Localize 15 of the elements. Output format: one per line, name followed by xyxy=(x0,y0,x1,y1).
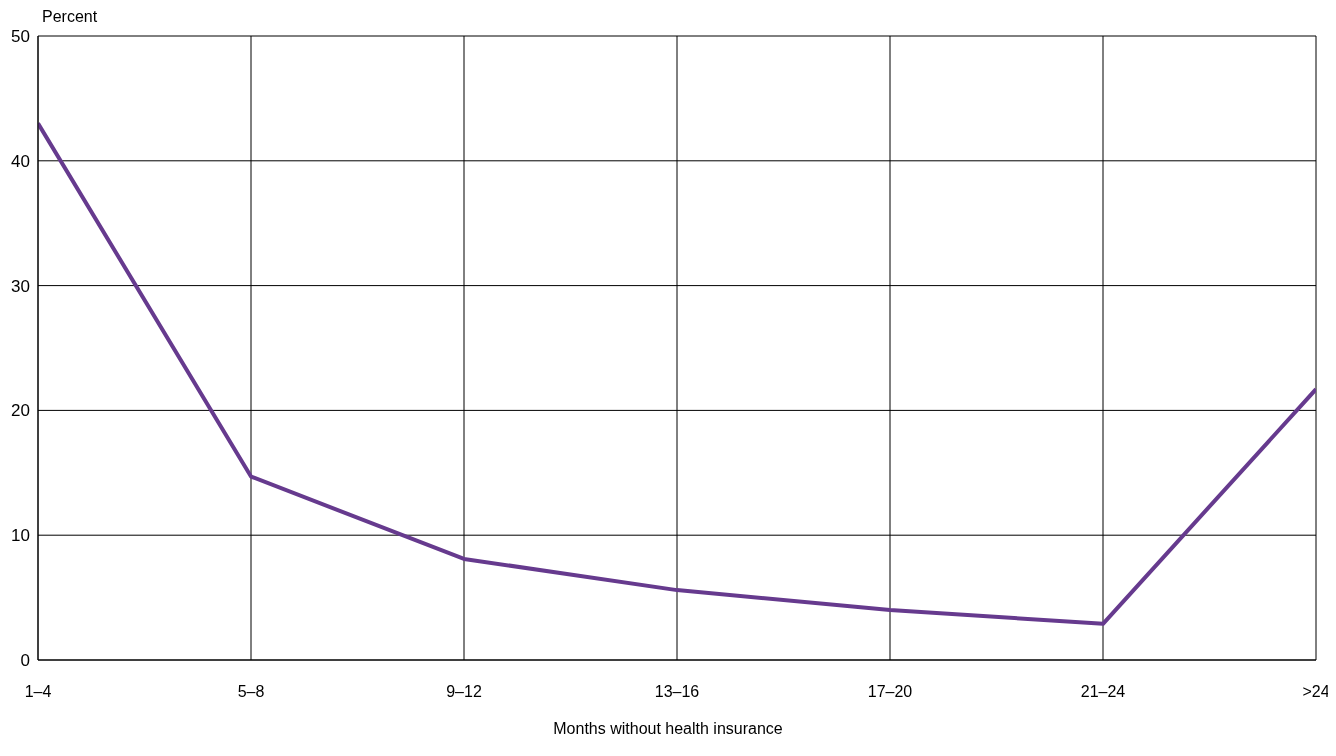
y-tick-label: 10 xyxy=(11,526,30,546)
x-axis-title: Months without health insurance xyxy=(552,720,784,738)
y-tick-label: 50 xyxy=(11,27,30,47)
x-tick-label: 17–20 xyxy=(867,683,913,701)
x-tick-label: 1–4 xyxy=(24,683,52,701)
y-axis-title: Percent xyxy=(42,8,98,26)
y-tick-label: 30 xyxy=(11,276,30,296)
y-tick-label: 40 xyxy=(11,151,30,171)
y-tick-label: 0 xyxy=(20,651,30,671)
x-tick-label: 13–16 xyxy=(654,683,700,701)
x-tick-label: 9–12 xyxy=(446,683,482,701)
y-tick-label: 20 xyxy=(11,401,30,421)
x-tick-label: 5–8 xyxy=(237,683,265,701)
x-tick-label: 21–24 xyxy=(1080,683,1126,701)
line-series xyxy=(38,121,1316,626)
